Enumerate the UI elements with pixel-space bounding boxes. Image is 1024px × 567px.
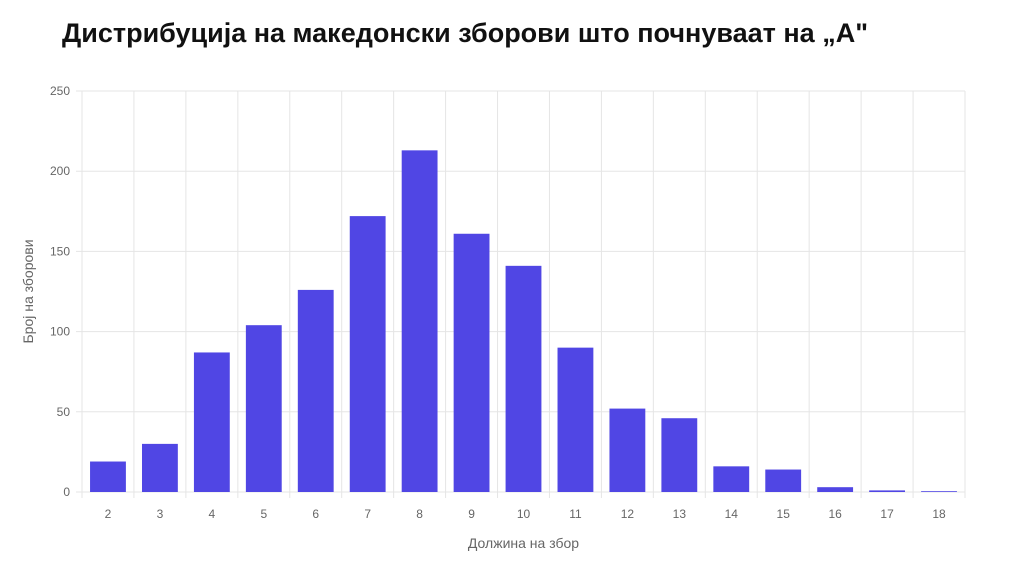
- bar-3: [141, 443, 178, 492]
- bar-17: [869, 490, 906, 492]
- bar-11: [557, 347, 594, 492]
- x-axis-ticks: 2 3 4 5 6 7 8 9 10 11 12 13 14 15 16 17 18: [105, 507, 946, 521]
- y-axis-label: Број на зборови: [20, 239, 36, 343]
- x-tick-label: 13: [673, 507, 687, 521]
- x-tick-label: 3: [157, 507, 164, 521]
- x-tick-label: 14: [725, 507, 739, 521]
- x-tick-label: 18: [932, 507, 946, 521]
- x-tick-label: 5: [260, 507, 267, 521]
- bar-7: [349, 216, 386, 492]
- bar-8: [401, 150, 438, 492]
- bars: [90, 150, 957, 493]
- bar-15: [765, 469, 802, 492]
- x-tick-label: 6: [312, 507, 319, 521]
- x-tick-label: 17: [880, 507, 894, 521]
- bar-16: [817, 487, 854, 492]
- y-tick-label: 150: [50, 244, 70, 258]
- bar-18: [921, 491, 957, 492]
- bar-5: [245, 325, 282, 492]
- y-axis-ticks: 0 50 100 150 200 250: [50, 84, 70, 499]
- bar-9: [453, 233, 490, 493]
- bar-2: [90, 461, 126, 492]
- bar-14: [713, 466, 750, 492]
- x-tick-label: 8: [416, 507, 423, 521]
- x-tick-label: 12: [621, 507, 635, 521]
- bar-13: [661, 418, 698, 492]
- x-tick-label: 4: [209, 507, 216, 521]
- bar-6: [297, 289, 334, 492]
- y-tick-label: 200: [50, 164, 70, 178]
- x-tick-label: 10: [517, 507, 531, 521]
- x-axis-label: Должина на збор: [468, 535, 579, 551]
- x-tick-label: 2: [105, 507, 112, 521]
- y-tick-label: 250: [50, 84, 70, 98]
- x-tick-label: 15: [777, 507, 791, 521]
- bar-4: [193, 352, 230, 492]
- x-tick-label: 11: [569, 507, 582, 521]
- x-tick-label: 16: [828, 507, 842, 521]
- x-tick-label: 7: [364, 507, 371, 521]
- y-tick-label: 0: [63, 485, 70, 499]
- y-tick-label: 100: [50, 325, 70, 339]
- y-tick-label: 50: [57, 405, 71, 419]
- chart-title: Дистрибуција на македонски зборови што п…: [62, 18, 868, 48]
- bar-10: [505, 265, 542, 492]
- bar-12: [609, 408, 646, 492]
- x-tick-label: 9: [468, 507, 475, 521]
